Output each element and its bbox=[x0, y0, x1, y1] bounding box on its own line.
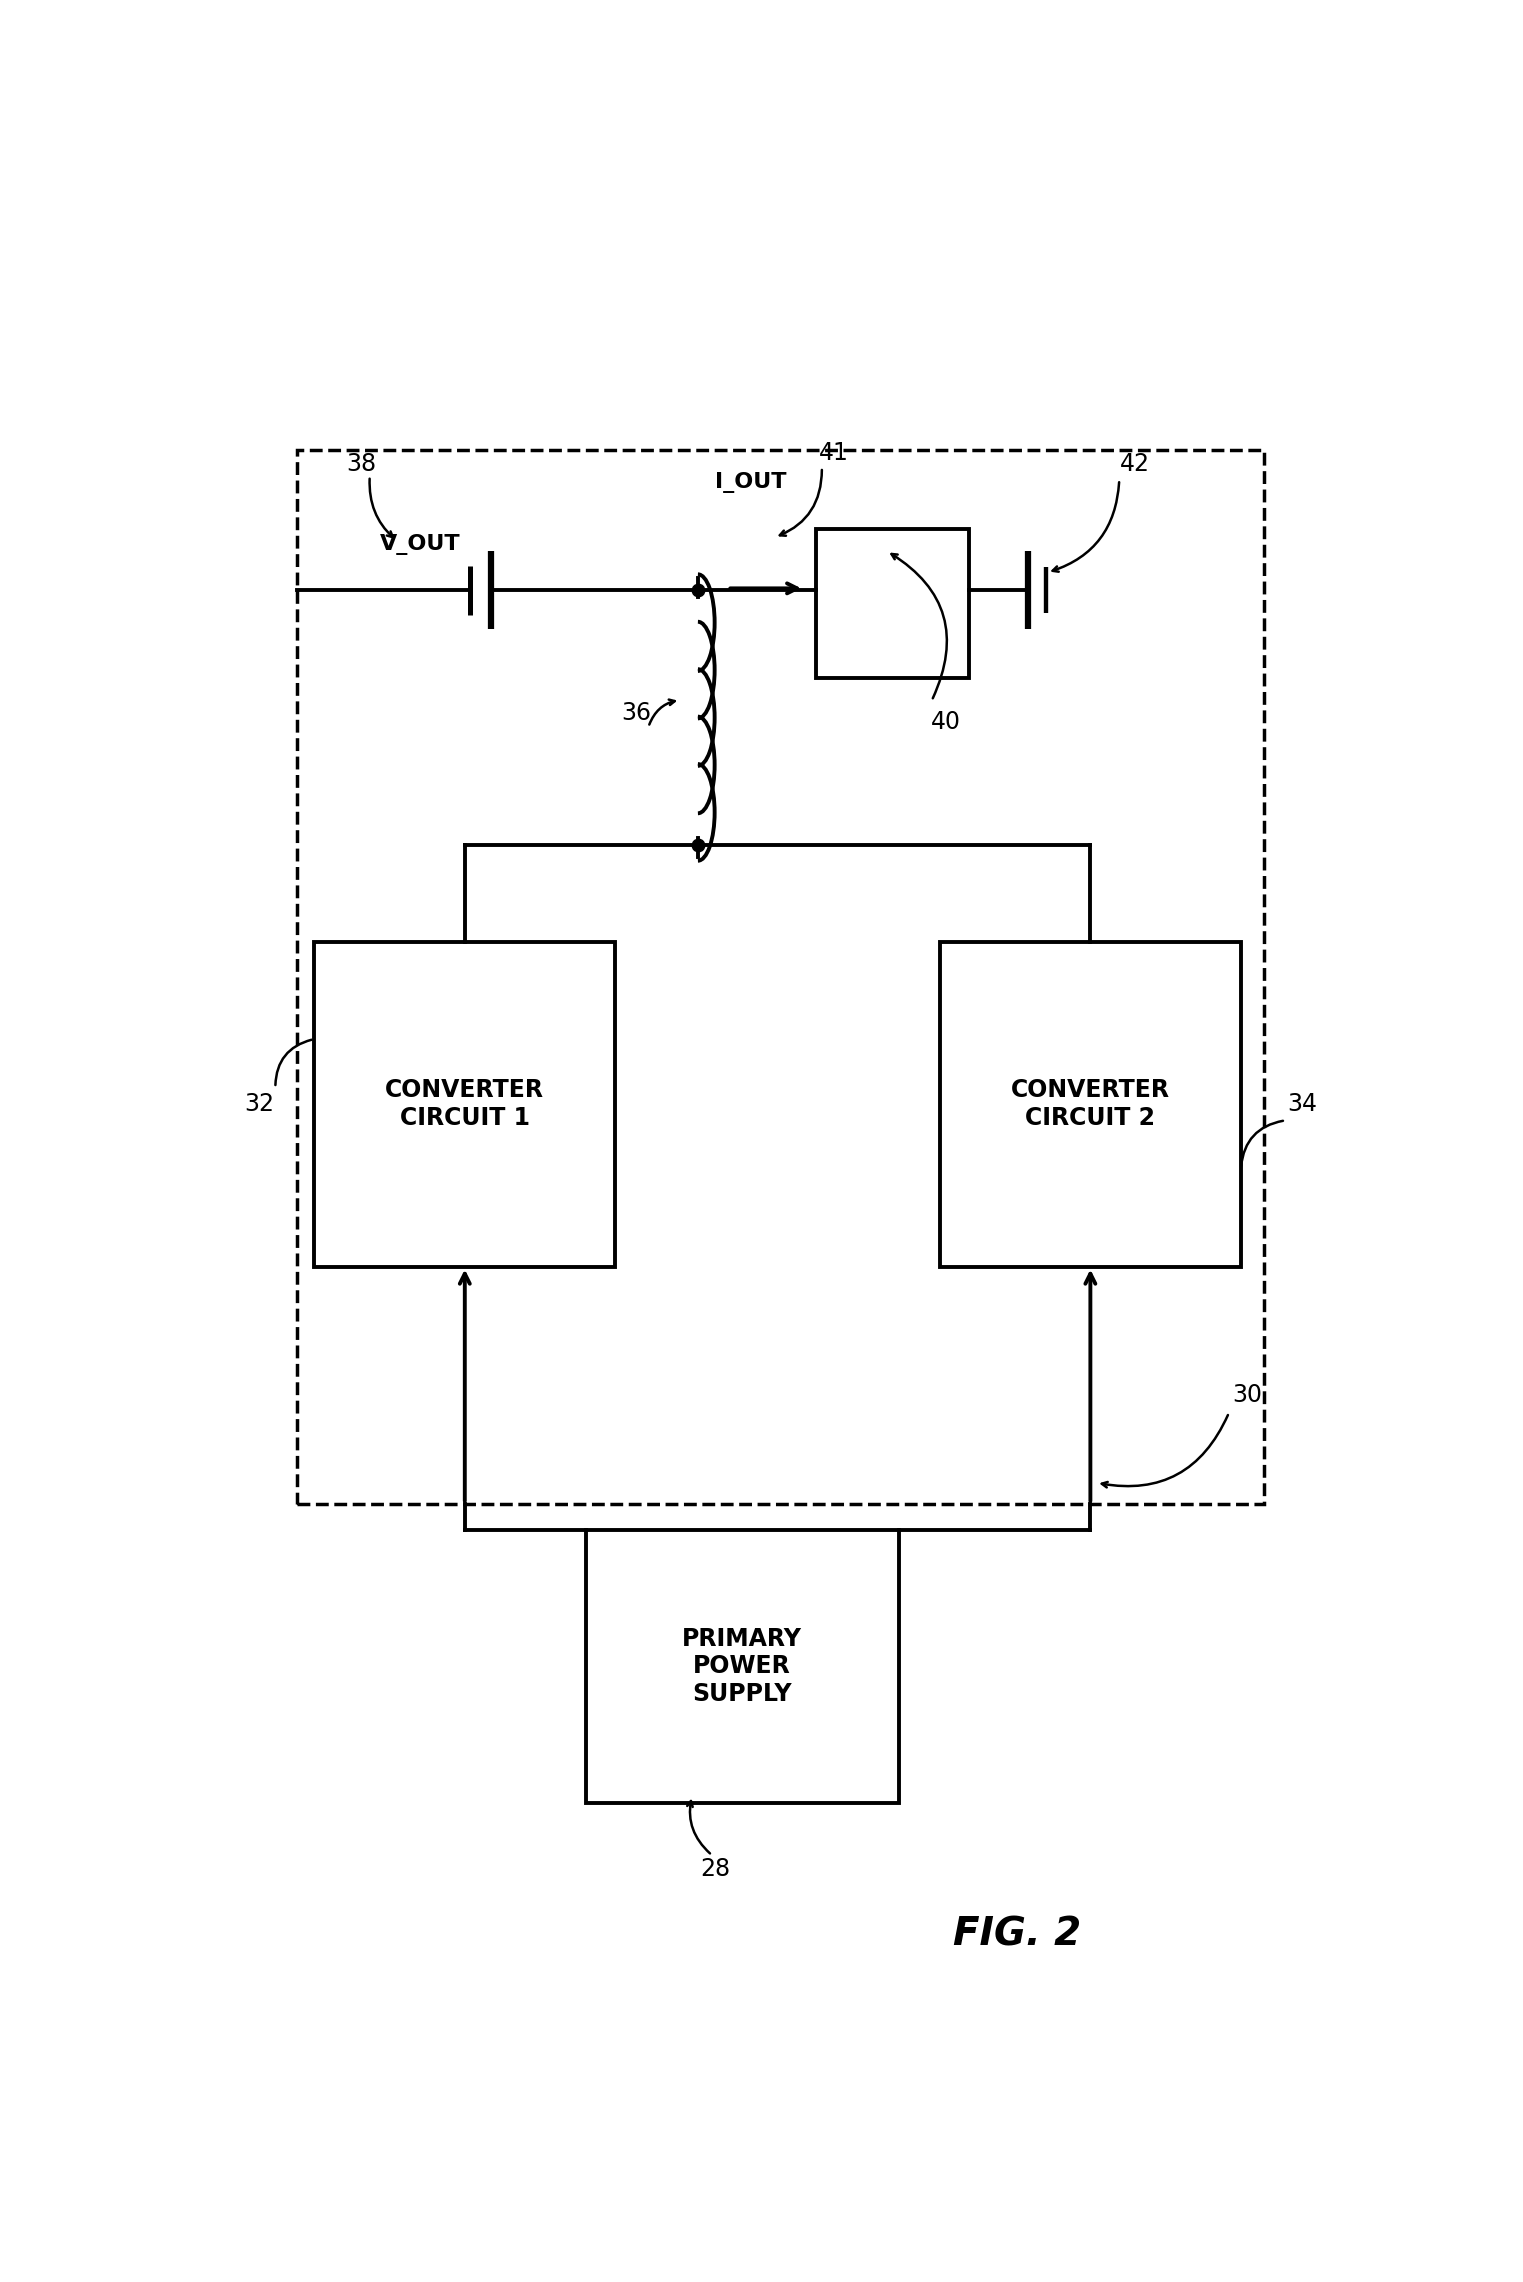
Text: I_OUT: I_OUT bbox=[716, 472, 787, 493]
Bar bbox=[297, 450, 1264, 1504]
Text: FIG. 2: FIG. 2 bbox=[952, 1915, 1081, 1953]
Bar bbox=[816, 529, 969, 678]
Text: 34: 34 bbox=[1287, 1093, 1317, 1116]
Text: 41: 41 bbox=[819, 440, 848, 466]
Text: PRIMARY
POWER
SUPPLY: PRIMARY POWER SUPPLY bbox=[682, 1627, 803, 1707]
Text: 32: 32 bbox=[244, 1093, 274, 1116]
Text: 28: 28 bbox=[701, 1858, 731, 1880]
Text: 30: 30 bbox=[1232, 1383, 1261, 1408]
Bar bbox=[314, 942, 615, 1267]
Text: 38: 38 bbox=[346, 452, 376, 475]
Text: 36: 36 bbox=[621, 701, 652, 726]
Bar bbox=[940, 942, 1241, 1267]
Text: CONVERTER
CIRCUIT 2: CONVERTER CIRCUIT 2 bbox=[1011, 1077, 1170, 1130]
Text: 40: 40 bbox=[931, 710, 961, 735]
Text: V_OUT: V_OUT bbox=[381, 534, 461, 555]
Text: CONVERTER
CIRCUIT 1: CONVERTER CIRCUIT 1 bbox=[385, 1077, 544, 1130]
Text: 42: 42 bbox=[1119, 452, 1150, 475]
Bar bbox=[586, 1531, 899, 1803]
